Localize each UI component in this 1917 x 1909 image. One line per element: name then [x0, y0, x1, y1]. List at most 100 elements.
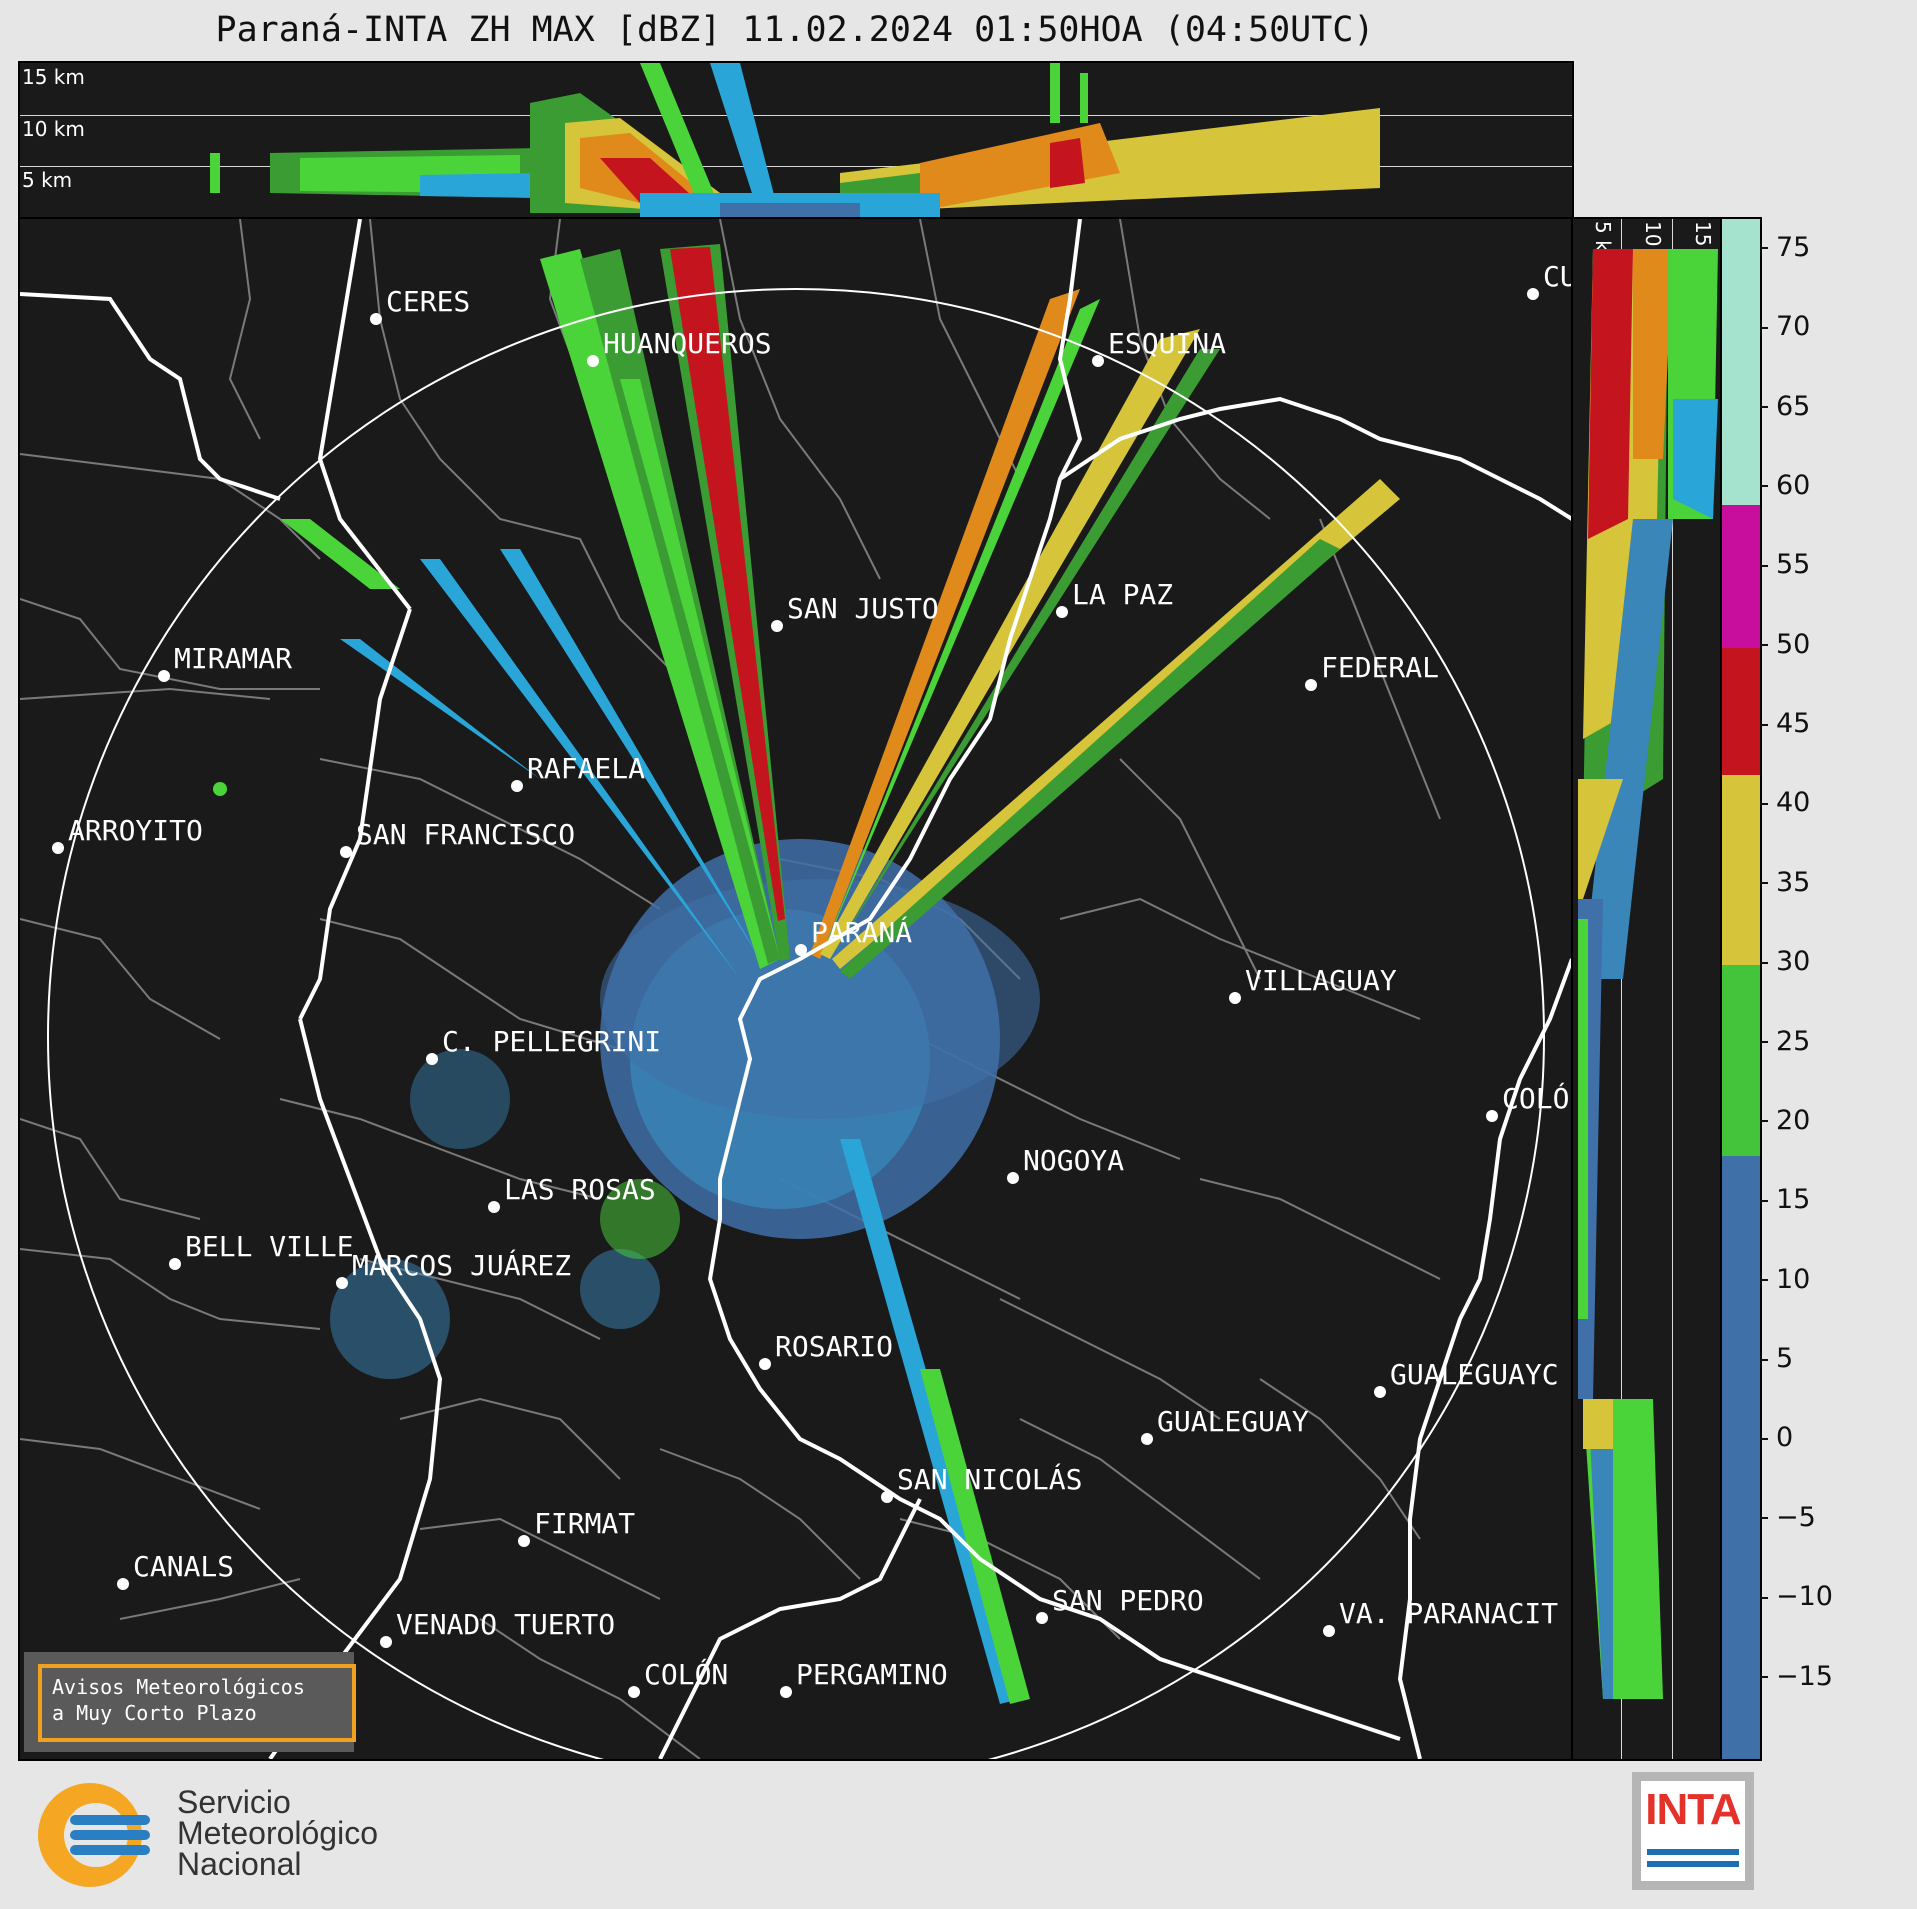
colorbar-segment-1: [1722, 965, 1760, 1156]
city-parana: PARANÁ: [795, 915, 912, 956]
colorbar-tick-label: 20: [1760, 1105, 1810, 1136]
city-cu: CU: [1527, 260, 1572, 300]
svg-text:SAN NICOLÁS: SAN NICOLÁS: [897, 1462, 1082, 1496]
svg-text:RAFAELA: RAFAELA: [527, 752, 645, 785]
notice-line-2: a Muy Corto Plazo: [52, 1701, 257, 1725]
range-ring: [47, 288, 1545, 1759]
city-ceres: CERES: [370, 285, 470, 325]
colorbar-segment-4: [1722, 504, 1760, 648]
altitude-line-5km: [20, 166, 1572, 167]
svg-text:VENADO TUERTO: VENADO TUERTO: [396, 1608, 615, 1641]
svg-text:FEDERAL: FEDERAL: [1321, 651, 1439, 684]
city-canals: CANALS: [117, 1550, 234, 1590]
city-colon: COLÓN: [628, 1657, 728, 1698]
altitude-label-15km: 15 km: [22, 65, 85, 89]
notice-box: Avisos Meteorológicos a Muy Corto Plazo: [24, 1652, 356, 1752]
svg-text:COLÓN: COLÓN: [644, 1657, 728, 1691]
city-c-pellegrini: C. PELLEGRINI: [426, 1025, 661, 1065]
svg-text:BELL VILLE: BELL VILLE: [185, 1230, 354, 1263]
city-esquina: ESQUINA: [1092, 327, 1226, 367]
svg-text:HUANQUEROS: HUANQUEROS: [603, 327, 772, 360]
colorbar-segment-2: [1722, 774, 1760, 966]
province-borders: [20, 219, 1572, 1759]
svg-text:SAN FRANCISCO: SAN FRANCISCO: [356, 818, 575, 851]
city-villaguay: VILLAGUAY: [1229, 964, 1397, 1004]
svg-text:CU: CU: [1543, 260, 1572, 293]
colorbar-tick-label: 25: [1760, 1026, 1810, 1057]
colorbar-tick-label: 55: [1760, 549, 1810, 580]
altitude-label-5km: 5 km: [22, 168, 73, 192]
colorbar-tick-label: 50: [1760, 629, 1810, 660]
colorbar-segment-5: [1722, 219, 1760, 505]
side-profile-echoes: [1578, 249, 1718, 1699]
city-bell-ville: BELL VILLE: [169, 1230, 354, 1270]
city-markers: CERES HUANQUEROS ESQUINA CU SAN JUSTO LA…: [52, 260, 1572, 1698]
city-firmat: FIRMAT: [518, 1507, 635, 1547]
notice-line-1: Avisos Meteorológicos: [52, 1675, 305, 1699]
svg-text:ROSARIO: ROSARIO: [775, 1330, 893, 1363]
svg-text:GUALEGUAY: GUALEGUAY: [1157, 1405, 1309, 1438]
city-san-pedro: SAN PEDRO: [1036, 1584, 1204, 1624]
colorbar-tick-label: −15: [1760, 1661, 1833, 1692]
colorbar-tick-label: 15: [1760, 1184, 1810, 1215]
colorbar-tick-label: 10: [1760, 1264, 1810, 1295]
svg-text:CERES: CERES: [386, 285, 470, 318]
city-la-paz: LA PAZ: [1056, 578, 1173, 618]
colorbar-tick-label: 65: [1760, 391, 1810, 422]
city-colo: COLÓ: [1486, 1081, 1569, 1122]
svg-text:GUALEGUAYC: GUALEGUAYC: [1390, 1358, 1559, 1391]
svg-text:LAS ROSAS: LAS ROSAS: [504, 1173, 656, 1206]
city-gualeguay: GUALEGUAY: [1141, 1405, 1309, 1445]
svg-text:CANALS: CANALS: [133, 1550, 234, 1583]
city-arroyito: ARROYITO: [52, 814, 203, 854]
city-las-rosas: LAS ROSAS: [488, 1173, 656, 1213]
side-altitude-profile: 5 km 10 km 15 km: [1571, 217, 1724, 1761]
colorbar-tick-label: 35: [1760, 867, 1810, 898]
colorbar-tick-label: 30: [1760, 946, 1810, 977]
city-nogoya: NOGOYA: [1007, 1144, 1124, 1184]
city-miramar: MIRAMAR: [158, 642, 292, 682]
top-altitude-profile: 15 km 10 km 5 km: [18, 61, 1574, 220]
svg-text:COLÓ: COLÓ: [1502, 1081, 1569, 1115]
top-profile-echoes: [210, 63, 1380, 218]
svg-text:PERGAMINO: PERGAMINO: [796, 1658, 948, 1691]
radar-map: CERES HUANQUEROS ESQUINA CU SAN JUSTO LA…: [18, 217, 1574, 1761]
altitude-label-10km: 10 km: [22, 117, 85, 141]
colorbar-tick-label: 75: [1760, 232, 1810, 263]
inta-stripe-2: [1647, 1861, 1739, 1867]
chart-title: Paraná-INTA ZH MAX [dBZ] 11.02.2024 01:5…: [215, 10, 1375, 50]
colorbar-tick-label: 70: [1760, 311, 1810, 342]
radar-ppi: CERES HUANQUEROS ESQUINA CU SAN JUSTO LA…: [20, 219, 1572, 1759]
svg-text:LA PAZ: LA PAZ: [1072, 578, 1173, 611]
smn-logo-icon: [38, 1783, 150, 1887]
city-huanqueros: HUANQUEROS: [587, 327, 772, 367]
svg-text:C. PELLEGRINI: C. PELLEGRINI: [442, 1025, 661, 1058]
svg-text:MARCOS JUÁREZ: MARCOS JUÁREZ: [352, 1248, 571, 1282]
colorbar: [1720, 217, 1762, 1761]
colorbar-tick-label: 40: [1760, 787, 1810, 818]
colorbar-tick-label: 60: [1760, 470, 1810, 501]
colorbar-tick-label: 5: [1760, 1343, 1793, 1374]
notice-frame: Avisos Meteorológicos a Muy Corto Plazo: [38, 1664, 356, 1742]
inta-stripe-1: [1647, 1849, 1739, 1855]
city-venado-tuerto: VENADO TUERTO: [380, 1608, 615, 1648]
smn-line-1: Servicio: [177, 1784, 291, 1820]
side-altitude-line-5km: [1621, 219, 1622, 1759]
svg-text:VILLAGUAY: VILLAGUAY: [1245, 964, 1397, 997]
city-rafaela: RAFAELA: [511, 752, 645, 792]
city-san-nicolas: SAN NICOLÁS: [881, 1462, 1082, 1503]
side-altitude-line-10km: [1672, 219, 1673, 1759]
city-federal: FEDERAL: [1305, 651, 1439, 691]
smn-line-2: Meteorológico: [177, 1815, 378, 1851]
svg-text:PARANÁ: PARANÁ: [811, 915, 912, 949]
svg-text:ARROYITO: ARROYITO: [68, 814, 203, 847]
city-va-paranacit: VA. PARANACIT: [1323, 1597, 1558, 1637]
svg-text:MIRAMAR: MIRAMAR: [174, 642, 292, 675]
city-pergamino: PERGAMINO: [780, 1658, 948, 1698]
city-marcos-juarez: MARCOS JUÁREZ: [336, 1248, 571, 1289]
svg-text:SAN PEDRO: SAN PEDRO: [1052, 1584, 1204, 1617]
svg-text:ESQUINA: ESQUINA: [1108, 327, 1226, 360]
colorbar-segment-0: [1722, 1155, 1760, 1759]
city-gualeguayc: GUALEGUAYC: [1374, 1358, 1559, 1398]
colorbar-tick-label: 0: [1760, 1422, 1793, 1453]
